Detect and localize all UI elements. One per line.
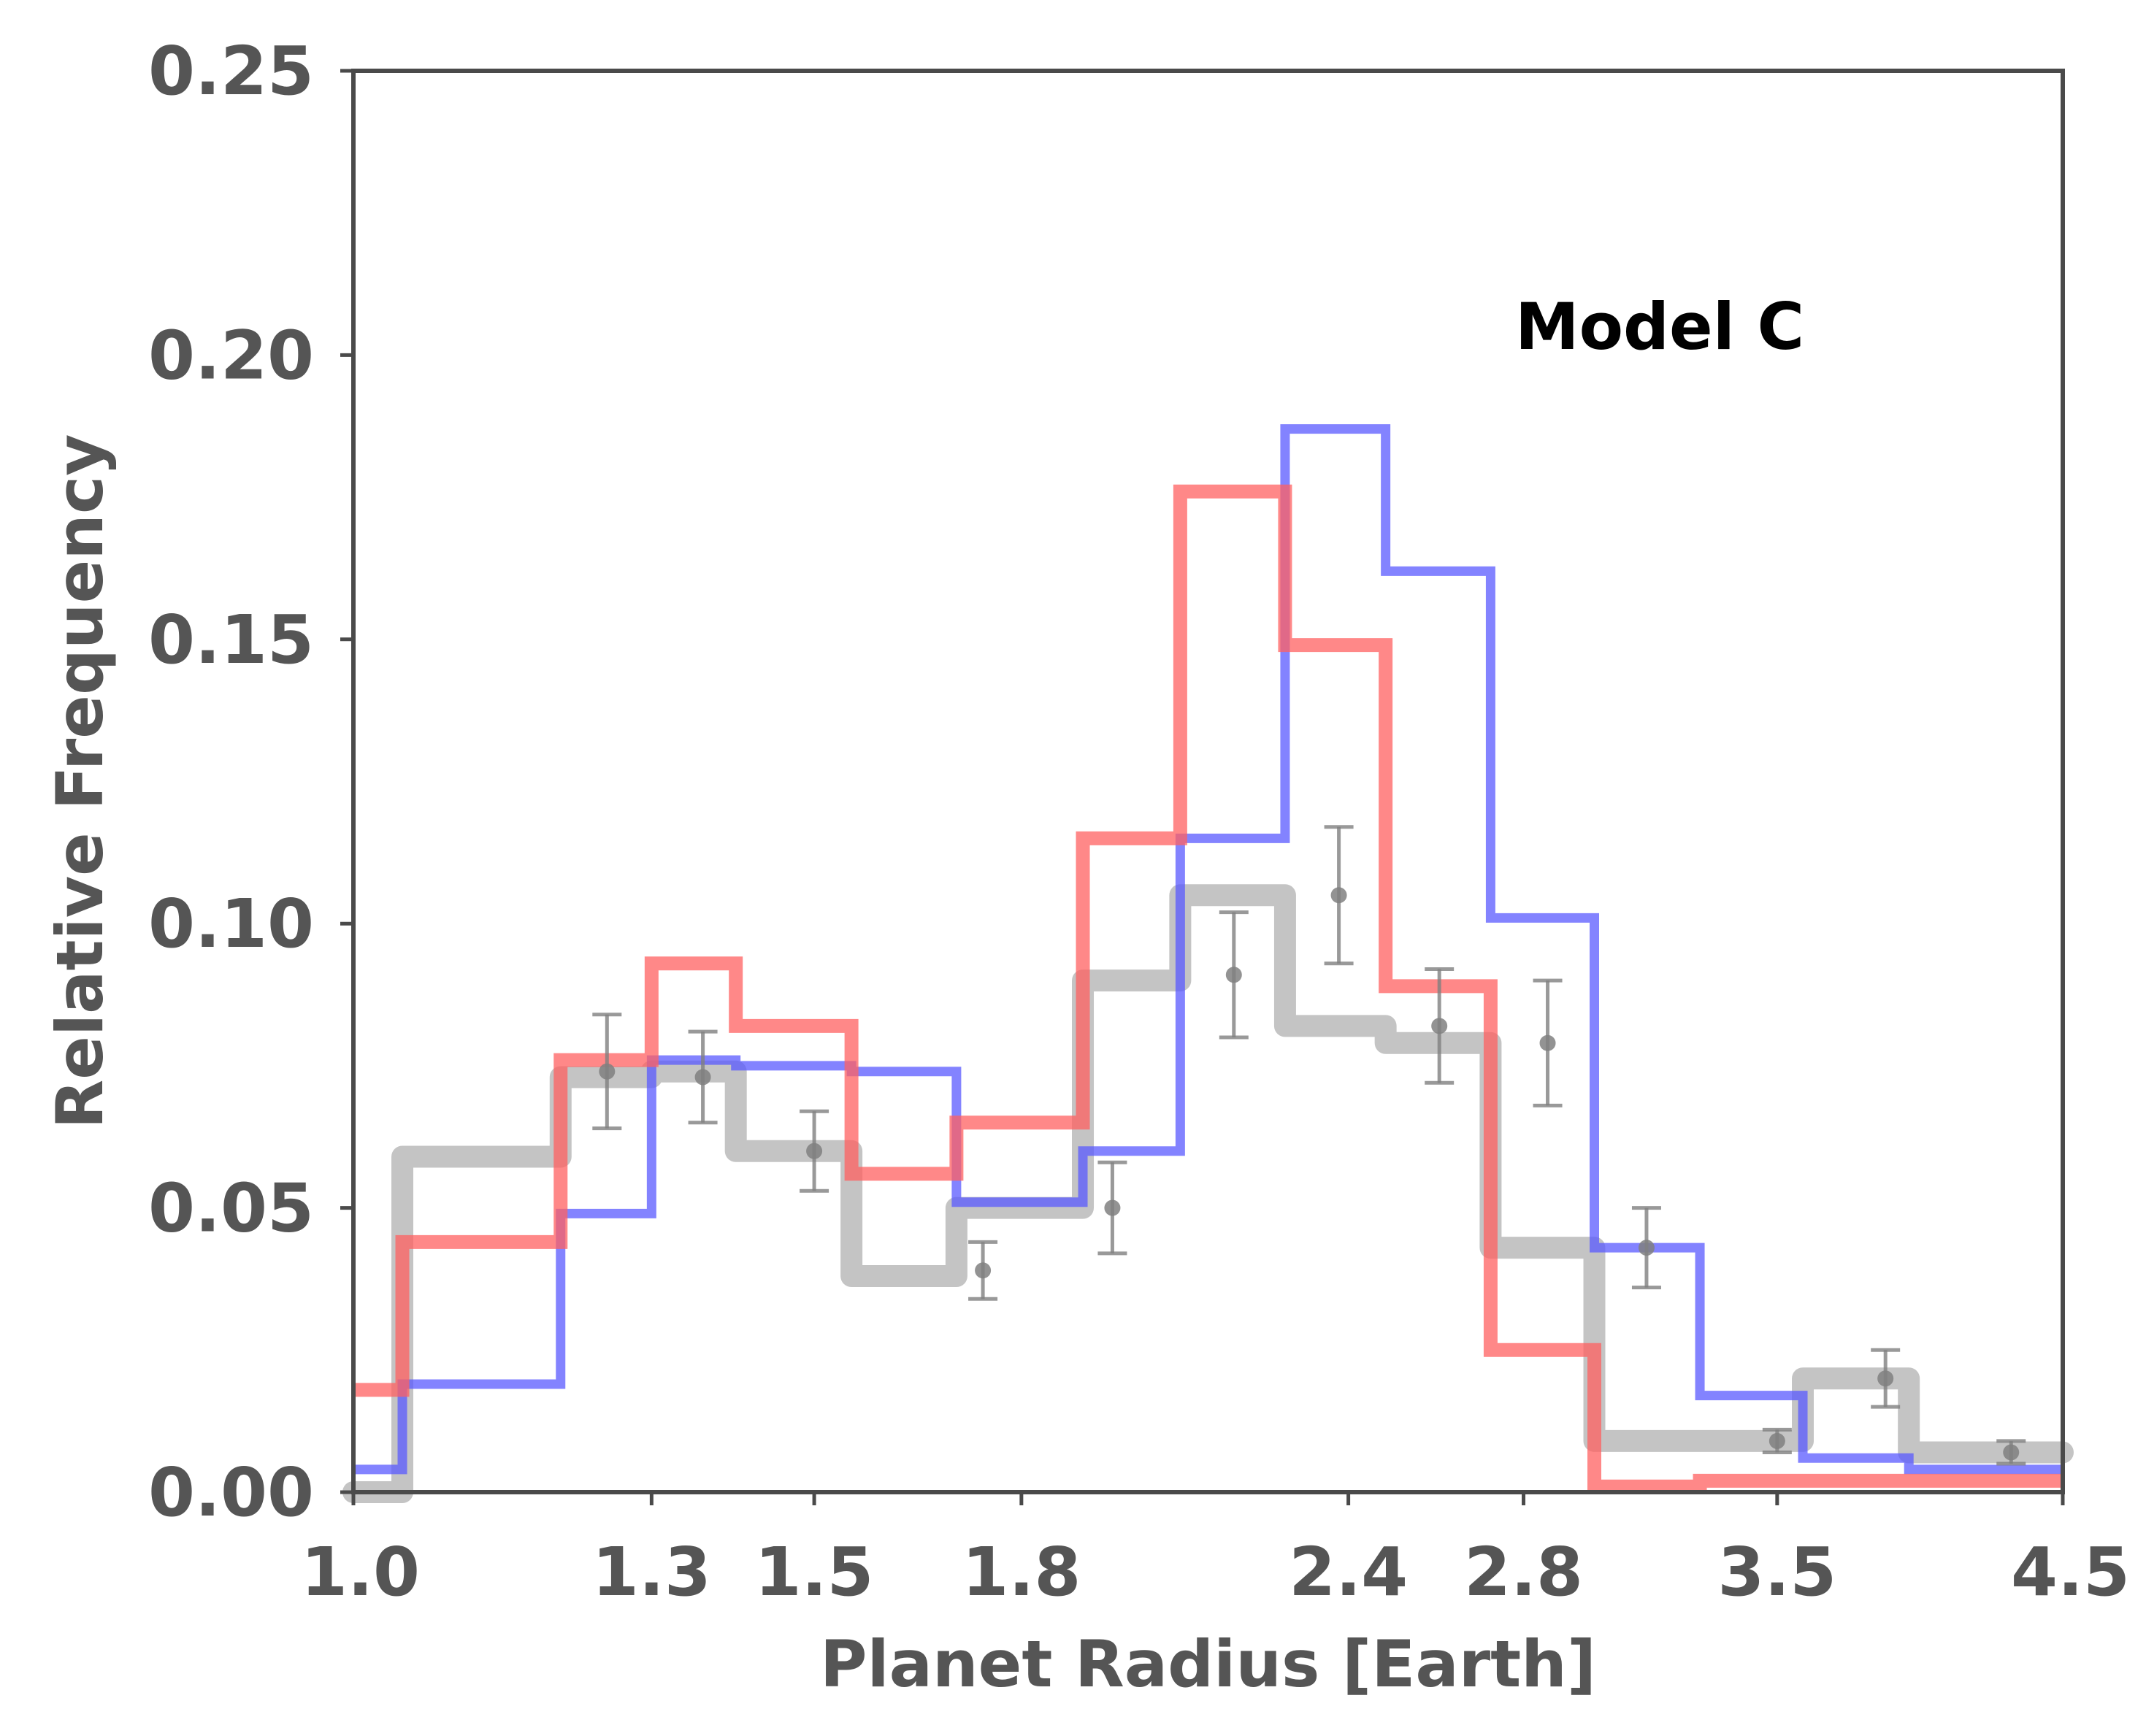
data-point [1768,1432,1785,1449]
data-point [1877,1370,1894,1387]
y-tick-label: 0.10 [148,885,314,963]
series-layer [342,424,2074,1503]
x-tick-label: 1.5 [755,1533,874,1611]
error-point [1871,1348,1901,1409]
error-point [968,1240,998,1301]
y-axis-label: Relative Frequency [42,434,118,1129]
y-tick-label: 0.00 [148,1453,314,1532]
x-tick-label: 2.4 [1289,1533,1408,1611]
error-points-layer [592,825,2026,1466]
error-point [1324,825,1354,966]
error-point [1097,1160,1127,1256]
data-point [975,1262,992,1279]
data-point [1330,887,1347,904]
error-point [1762,1427,1792,1454]
series-line-1 [353,424,2063,1475]
x-tick-label: 1.3 [592,1533,711,1611]
plot-frame [351,69,2065,1494]
x-tick-label: 1.0 [301,1533,420,1611]
x-tick-label: 1.8 [962,1533,1081,1611]
error-point [1533,978,1563,1107]
error-point [800,1109,829,1193]
data-point [1539,1034,1556,1051]
data-point [1431,1018,1448,1034]
y-tick-label: 0.15 [148,601,314,679]
x-tick-label: 3.5 [1717,1533,1836,1611]
data-point [1225,967,1242,983]
data-point [599,1063,616,1080]
y-axis-ticks: 0.00 0.05 0.10 0.15 0.20 0.25 [148,32,353,1532]
data-point [1104,1199,1121,1216]
error-point [1996,1439,2026,1466]
error-point [592,1013,622,1131]
error-point [1425,967,1455,1085]
x-tick-label: 2.8 [1464,1533,1583,1611]
model-annotation: Model C [1515,289,1804,364]
y-tick-label: 0.25 [148,32,314,110]
series-line-2 [353,484,2063,1494]
x-axis-label: Planet Radius [Earth] [820,1626,1596,1702]
y-tick-label: 0.20 [148,316,314,394]
y-tick-label: 0.05 [148,1170,314,1248]
x-tick-label: 4.5 [2011,1533,2130,1611]
data-point [806,1142,823,1159]
error-point [1219,910,1249,1040]
error-point [688,1029,718,1125]
error-point [1631,1206,1661,1290]
data-point [2003,1444,2020,1461]
x-axis-ticks: 1.0 1.3 1.5 1.8 2.4 2.8 3.5 4.5 [301,1492,2130,1611]
data-point [1638,1240,1655,1256]
data-point [694,1069,711,1086]
